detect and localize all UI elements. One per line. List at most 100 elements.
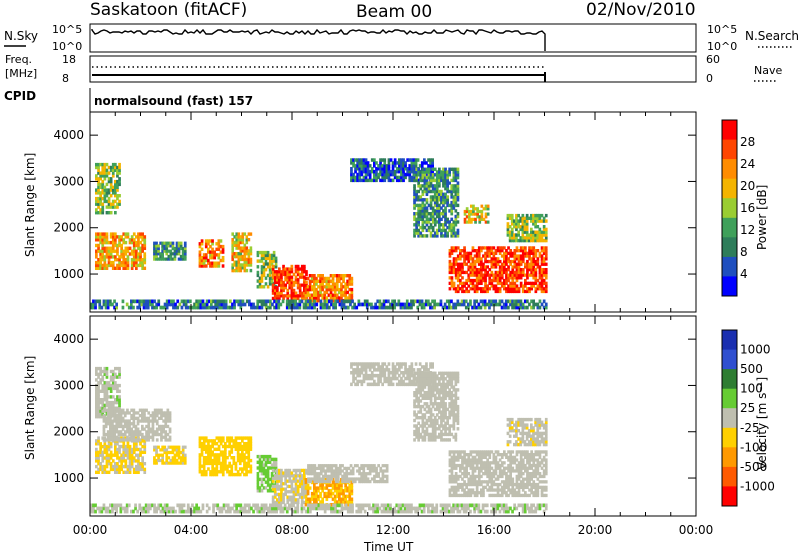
- heatmap-cell: [124, 459, 128, 463]
- heatmap-cell: [109, 179, 113, 184]
- heatmap-cell: [274, 265, 278, 269]
- heatmap-cell: [420, 299, 424, 304]
- heatmap-cell: [456, 302, 460, 307]
- heatmap-cell: [361, 302, 365, 307]
- heatmap-cell: [273, 270, 277, 274]
- heatmap-cell: [292, 492, 296, 497]
- heatmap-cell: [143, 444, 147, 449]
- heatmap-cell: [95, 196, 98, 201]
- heatmap-cell: [427, 396, 431, 400]
- heatmap-cell: [137, 467, 140, 472]
- heatmap-cell: [106, 411, 110, 415]
- heatmap-cell: [116, 398, 119, 402]
- heatmap-cell: [498, 278, 502, 283]
- heatmap-cell: [122, 450, 126, 454]
- heatmap-cell: [134, 299, 137, 304]
- heatmap-cell: [364, 371, 368, 375]
- heatmap-cell: [103, 436, 107, 440]
- heatmap-cell: [509, 249, 512, 253]
- heatmap-cell: [213, 470, 217, 474]
- heatmap-cell: [221, 444, 225, 449]
- heatmap-cell: [362, 365, 366, 369]
- freq-right-tick-bottom: 0: [706, 72, 713, 85]
- heatmap-cell: [348, 486, 352, 490]
- heatmap-cell: [166, 416, 170, 420]
- heatmap-cell: [397, 299, 401, 304]
- heatmap-cell: [114, 211, 117, 215]
- heatmap-cell: [321, 296, 324, 300]
- heatmap-cell: [517, 276, 521, 280]
- heatmap-cell: [414, 158, 418, 162]
- heatmap-cell: [256, 302, 260, 307]
- heatmap-cell: [107, 462, 111, 466]
- heatmap-cell: [360, 480, 363, 484]
- heatmap-cell: [239, 299, 243, 304]
- heatmap-cell: [461, 270, 464, 275]
- heatmap-cell: [266, 460, 270, 464]
- heatmap-cell: [448, 270, 452, 275]
- heatmap-cell: [484, 287, 487, 291]
- heatmap-cell: [521, 284, 525, 288]
- heatmap-cell: [429, 382, 432, 387]
- heatmap-cell: [331, 480, 335, 485]
- heatmap-cell: [109, 205, 113, 209]
- heatmap-cell: [350, 172, 353, 177]
- heatmap-cell: [335, 486, 339, 490]
- heatmap-cell: [444, 181, 447, 185]
- heatmap-cell: [344, 483, 347, 487]
- heatmap-cell: [427, 388, 431, 392]
- heatmap-cell: [444, 173, 447, 177]
- heatmap-cell: [368, 362, 372, 366]
- heatmap-cell: [375, 172, 378, 177]
- heatmap-cell: [440, 192, 443, 196]
- heatmap-cell: [313, 305, 316, 310]
- heatmap-cell: [278, 267, 281, 271]
- heatmap-cell: [540, 230, 544, 234]
- heatmap-cell: [220, 302, 224, 307]
- heatmap-cell: [143, 416, 146, 420]
- heatmap-cell: [503, 251, 506, 255]
- heatmap-cell: [103, 191, 107, 195]
- heatmap-cell: [348, 282, 352, 286]
- heatmap-cell: [459, 270, 462, 275]
- heatmap-cell: [111, 246, 115, 250]
- heatmap-cell: [333, 274, 337, 278]
- heatmap-cell: [360, 158, 364, 162]
- heatmap-cell: [221, 436, 225, 440]
- heatmap-cell: [282, 288, 285, 293]
- heatmap-cell: [352, 371, 355, 375]
- heatmap-cell: [486, 259, 489, 264]
- heatmap-cell: [238, 472, 242, 477]
- heatmap-cell: [350, 178, 353, 183]
- heatmap-cell: [523, 299, 527, 304]
- heatmap-cell: [393, 368, 397, 372]
- heatmap-cell: [132, 432, 136, 437]
- heatmap-cell: [450, 195, 454, 199]
- heatmap-cell: [423, 225, 427, 230]
- heatmap-cell: [425, 198, 429, 202]
- heatmap-cell: [534, 254, 538, 258]
- heatmap-cell: [160, 416, 163, 420]
- heatmap-cell: [450, 299, 453, 304]
- heatmap-cell: [167, 456, 171, 460]
- heatmap-cell: [171, 246, 175, 251]
- heatmap-cell: [143, 427, 146, 431]
- heatmap-cell: [425, 427, 429, 431]
- heatmap-cell: [438, 175, 441, 180]
- heatmap-cell: [349, 464, 353, 468]
- heatmap-cell: [294, 484, 298, 489]
- heatmap-cell: [525, 225, 529, 229]
- heatmap-cell: [377, 472, 380, 476]
- heatmap-cell: [387, 161, 391, 165]
- heatmap-cell: [331, 276, 335, 281]
- heatmap-cell: [97, 439, 100, 443]
- heatmap-cell: [111, 427, 114, 431]
- heatmap-cell: [120, 249, 123, 253]
- heatmap-cell: [96, 299, 99, 304]
- heatmap-cell: [532, 259, 536, 264]
- heatmap-cell: [95, 464, 98, 469]
- heatmap-cell: [440, 206, 443, 210]
- heatmap-cell: [105, 249, 109, 253]
- heatmap-cell: [423, 438, 427, 442]
- heatmap-cell: [415, 189, 418, 194]
